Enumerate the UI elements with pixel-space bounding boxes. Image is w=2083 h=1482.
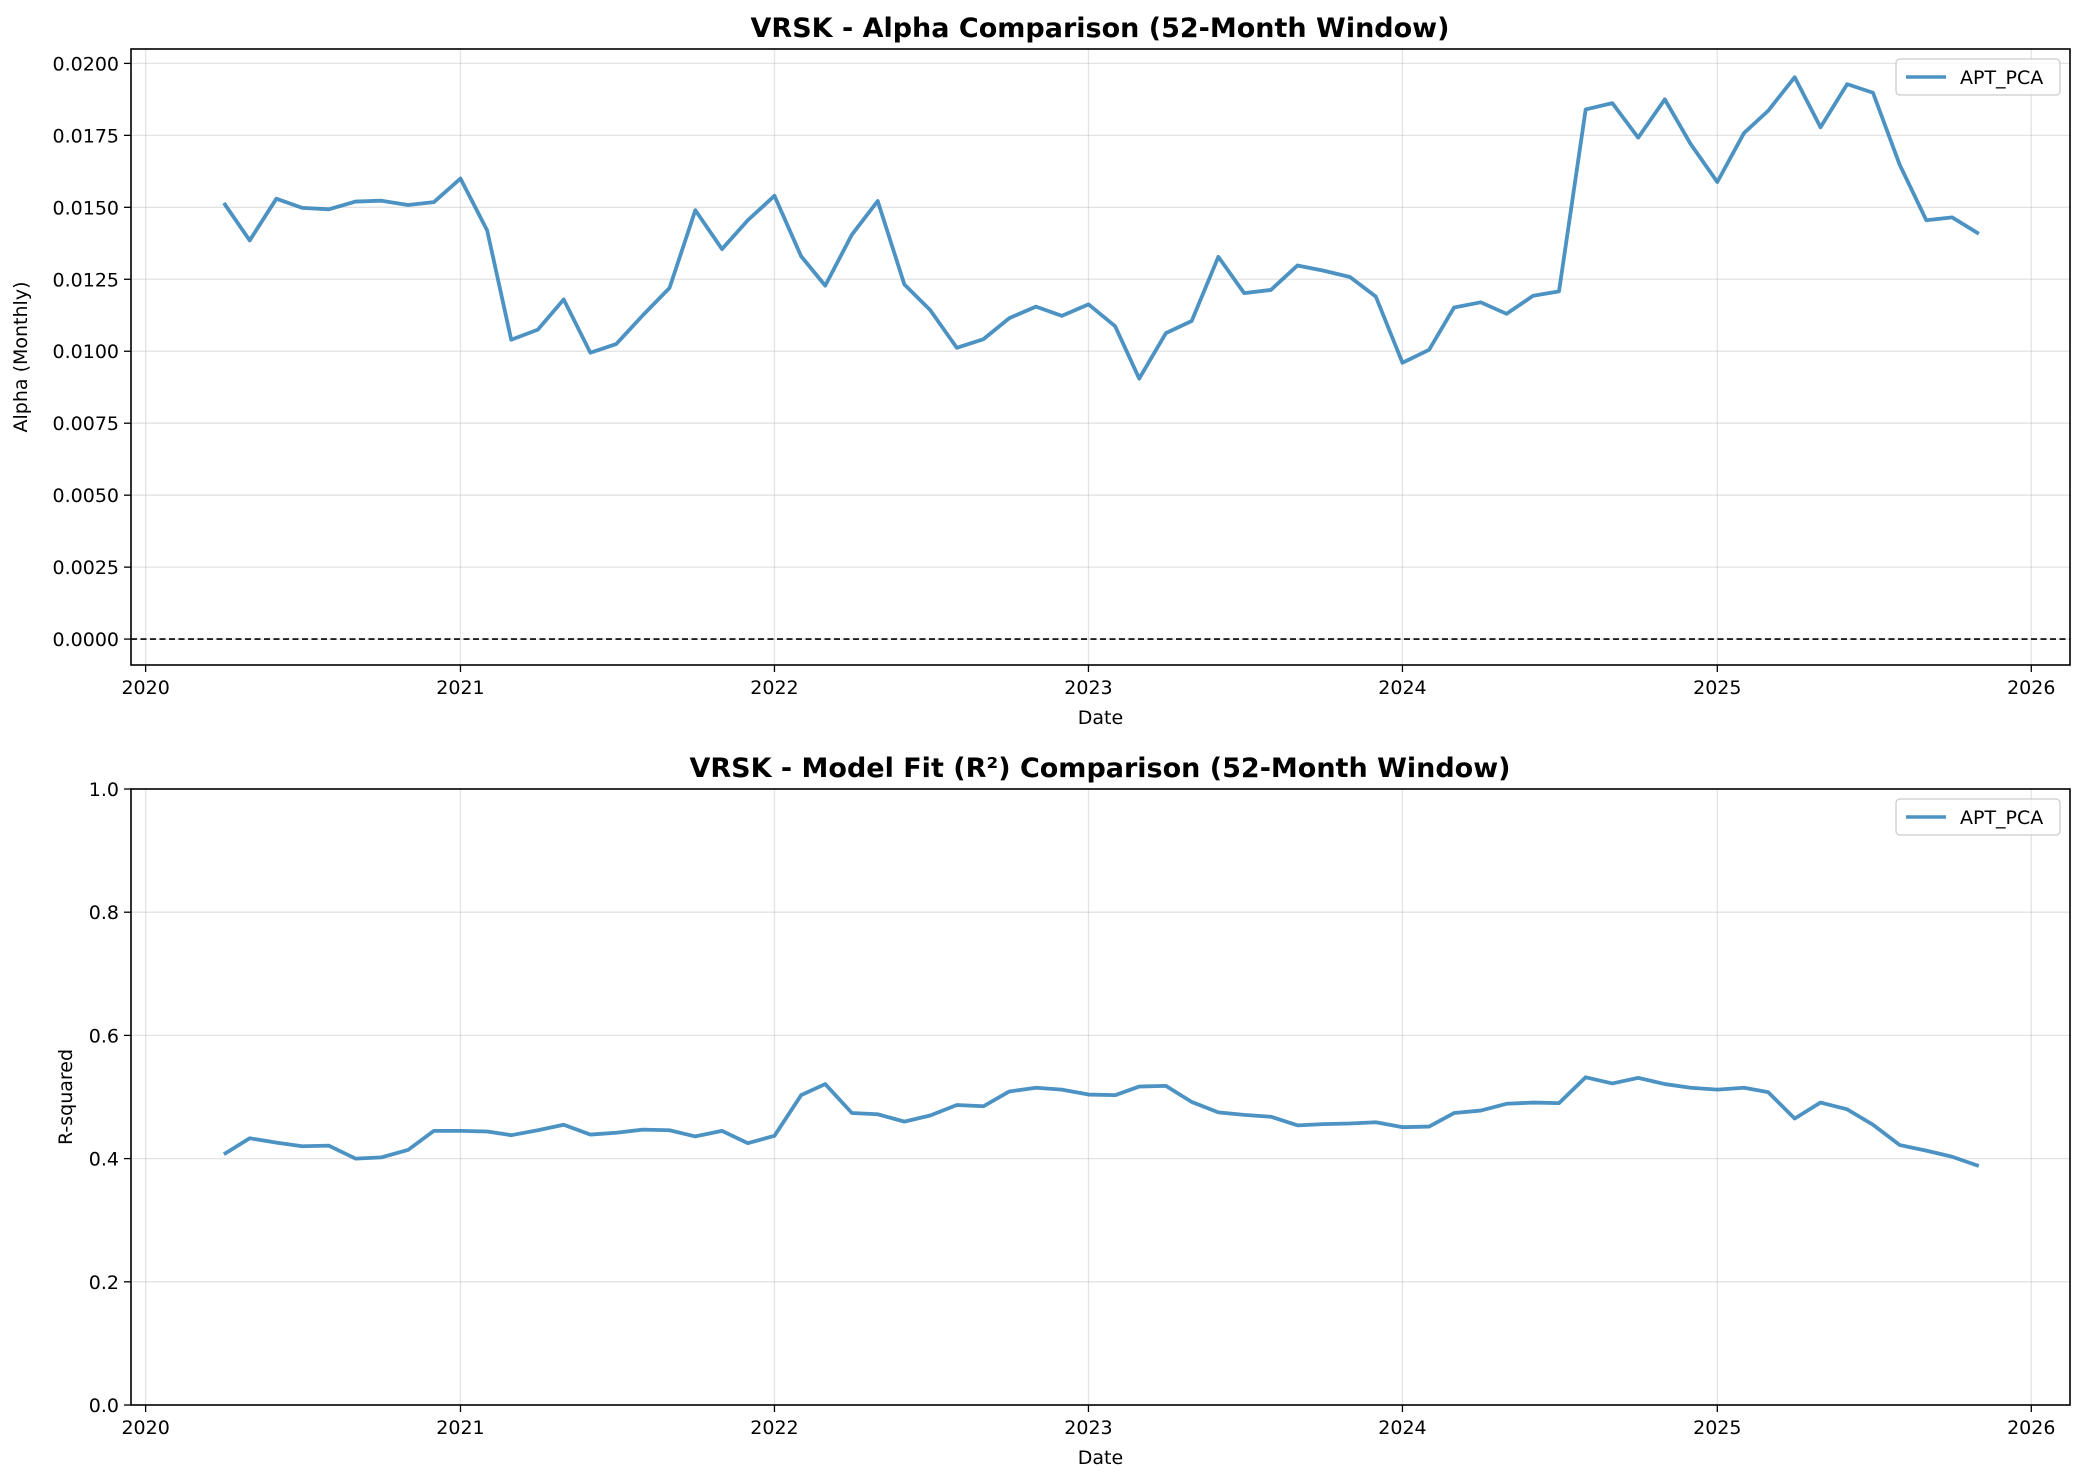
- y-tick-label: 0.0100: [53, 341, 119, 363]
- x-axis-ticks: 2020 2021 2022 2023 2024 2025 2026: [121, 1405, 2055, 1439]
- legend-box: [1895, 58, 2061, 96]
- y-tick-label: 0.8: [89, 902, 119, 924]
- y-tick-label: 1.0: [89, 779, 119, 801]
- chart-title: VRSK - Alpha Comparison (52-Month Window…: [751, 13, 1450, 44]
- r-squared-chart-panel: VRSK - Model Fit (R²) Comparison (52-Mon…: [55, 753, 2071, 1469]
- y-axis-ticks: 0.0000 0.0025 0.0050 0.0075 0.0100 0.0125 0.01…: [53, 53, 131, 651]
- plot-frame: [130, 788, 2071, 1406]
- y-tick-label: 0.0150: [53, 197, 119, 219]
- x-axis-label: Date: [1078, 1447, 1123, 1469]
- y-tick-label: 0.0200: [53, 53, 119, 75]
- x-tick-label: 2021: [436, 1417, 484, 1439]
- series-lines: [222, 75, 1980, 381]
- y-axis-label: Alpha (Monthly): [10, 282, 32, 433]
- y-tick-label: 0.0000: [53, 629, 119, 651]
- x-axis-label: Date: [1078, 707, 1123, 729]
- y-tick-label: 0.4: [89, 1149, 119, 1171]
- y-tick-label: 0.0075: [53, 413, 119, 435]
- x-tick-label: 2021: [436, 677, 484, 699]
- y-tick-label: 0.0050: [53, 485, 119, 507]
- x-tick-label: 2024: [1378, 1417, 1426, 1439]
- legend-box: [1895, 798, 2061, 836]
- x-tick-label: 2020: [121, 677, 169, 699]
- series-line-apt-pca: [222, 75, 1980, 381]
- series-line-apt-pca: [222, 1075, 1980, 1168]
- alpha-chart-panel: VRSK - Alpha Comparison (52-Month Window…: [10, 13, 2071, 729]
- x-tick-label: 2024: [1378, 677, 1426, 699]
- series-lines: [222, 1075, 1980, 1168]
- y-axis-ticks: 0.0 0.2 0.4 0.6 0.8 1.0: [89, 779, 131, 1417]
- x-tick-label: 2023: [1064, 1417, 1112, 1439]
- y-tick-label: 0.0125: [53, 269, 119, 291]
- x-tick-label: 2022: [750, 1417, 798, 1439]
- y-tick-label: 0.0: [89, 1395, 119, 1417]
- legend: APT_PCA: [1895, 798, 2061, 836]
- x-tick-label: 2026: [2007, 1417, 2055, 1439]
- x-tick-label: 2020: [121, 1417, 169, 1439]
- y-axis-label: R-squared: [55, 1049, 77, 1145]
- legend-label: APT_PCA: [1960, 807, 2043, 829]
- x-tick-label: 2025: [1693, 1417, 1741, 1439]
- x-tick-label: 2026: [2007, 677, 2055, 699]
- y-tick-label: 0.0025: [53, 557, 119, 579]
- chart-title: VRSK - Model Fit (R²) Comparison (52-Mon…: [689, 753, 1510, 784]
- plot-frame: [130, 48, 2071, 666]
- legend: APT_PCA: [1895, 58, 2061, 96]
- x-tick-label: 2025: [1693, 677, 1741, 699]
- y-tick-label: 0.0175: [53, 125, 119, 147]
- legend-label: APT_PCA: [1960, 67, 2043, 89]
- x-tick-label: 2023: [1064, 677, 1112, 699]
- y-tick-label: 0.2: [89, 1272, 119, 1294]
- y-tick-label: 0.6: [89, 1025, 119, 1047]
- x-tick-label: 2022: [750, 677, 798, 699]
- x-axis-ticks: 2020 2021 2022 2023 2024 2025 2026: [121, 665, 2055, 699]
